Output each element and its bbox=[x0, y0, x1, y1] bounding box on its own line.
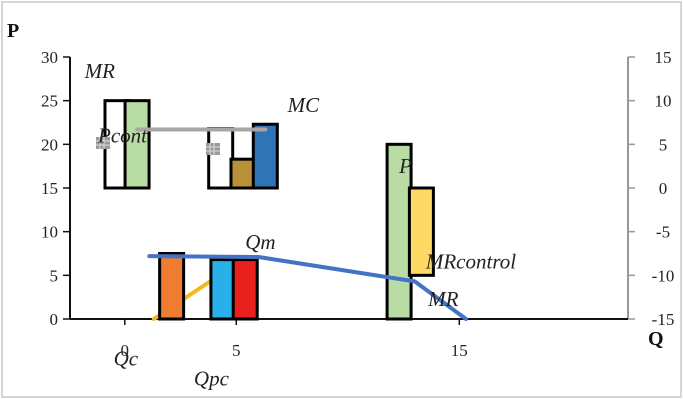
y-axis-label: P bbox=[7, 20, 19, 42]
bars-group bbox=[103, 99, 435, 321]
bar bbox=[158, 252, 186, 321]
annotation-label: MRcontrol bbox=[425, 249, 516, 273]
annotation-label: MC bbox=[287, 93, 320, 117]
series-line bbox=[147, 254, 468, 321]
annotation-label: Pcont bbox=[97, 124, 148, 148]
x-tick-label: 15 bbox=[451, 341, 468, 360]
axes-group: 0 5 10 15 20 25 30 -15 -10 -5 0 5 10 15 0 5 15 bbox=[41, 48, 674, 360]
y-right-tick-label: 0 bbox=[659, 179, 668, 198]
annotation-label: P bbox=[398, 154, 412, 178]
y-left-tick-label: 30 bbox=[41, 48, 58, 67]
y-left-tick-label: 25 bbox=[41, 92, 58, 111]
y-right-tick-label: -10 bbox=[652, 266, 675, 285]
y-left-tick-label: 15 bbox=[41, 179, 58, 198]
y-left-tick-label: 0 bbox=[50, 310, 59, 329]
y-right-tick-label: 10 bbox=[655, 92, 672, 111]
annotation-label: Qm bbox=[245, 230, 275, 254]
bar bbox=[123, 99, 151, 190]
labels-group: MR Pcont MC P Qm MRcontrol MR Qc Qpc bbox=[84, 59, 517, 390]
x-tick-label: 5 bbox=[232, 341, 241, 360]
y-right-tick-label: -15 bbox=[652, 310, 675, 329]
bar bbox=[385, 142, 413, 321]
grid-icon bbox=[206, 143, 220, 155]
lines-overlay-group bbox=[135, 127, 468, 321]
bar bbox=[231, 258, 259, 321]
grid-icon bbox=[96, 137, 110, 149]
bar bbox=[207, 127, 235, 190]
annotation-label: Qc bbox=[114, 346, 139, 370]
x-tick-label: 0 bbox=[121, 341, 130, 360]
y-right-tick-label: -5 bbox=[656, 223, 670, 242]
annotation-label: MR bbox=[84, 59, 115, 83]
y-left-tick-label: 5 bbox=[50, 266, 59, 285]
annotation-label: MR bbox=[427, 287, 458, 311]
y-right-tick-label: 15 bbox=[655, 48, 672, 67]
bar bbox=[407, 186, 435, 277]
annotation-label: Qpc bbox=[194, 366, 230, 390]
bar bbox=[209, 258, 237, 321]
y-right-tick-label: 5 bbox=[659, 135, 668, 154]
y-left-tick-label: 20 bbox=[41, 135, 58, 154]
bar bbox=[229, 157, 257, 190]
icons-group bbox=[96, 137, 220, 155]
bar bbox=[251, 122, 279, 190]
y-left-tick-label: 10 bbox=[41, 223, 58, 242]
x-axis-label: Q bbox=[648, 328, 664, 350]
